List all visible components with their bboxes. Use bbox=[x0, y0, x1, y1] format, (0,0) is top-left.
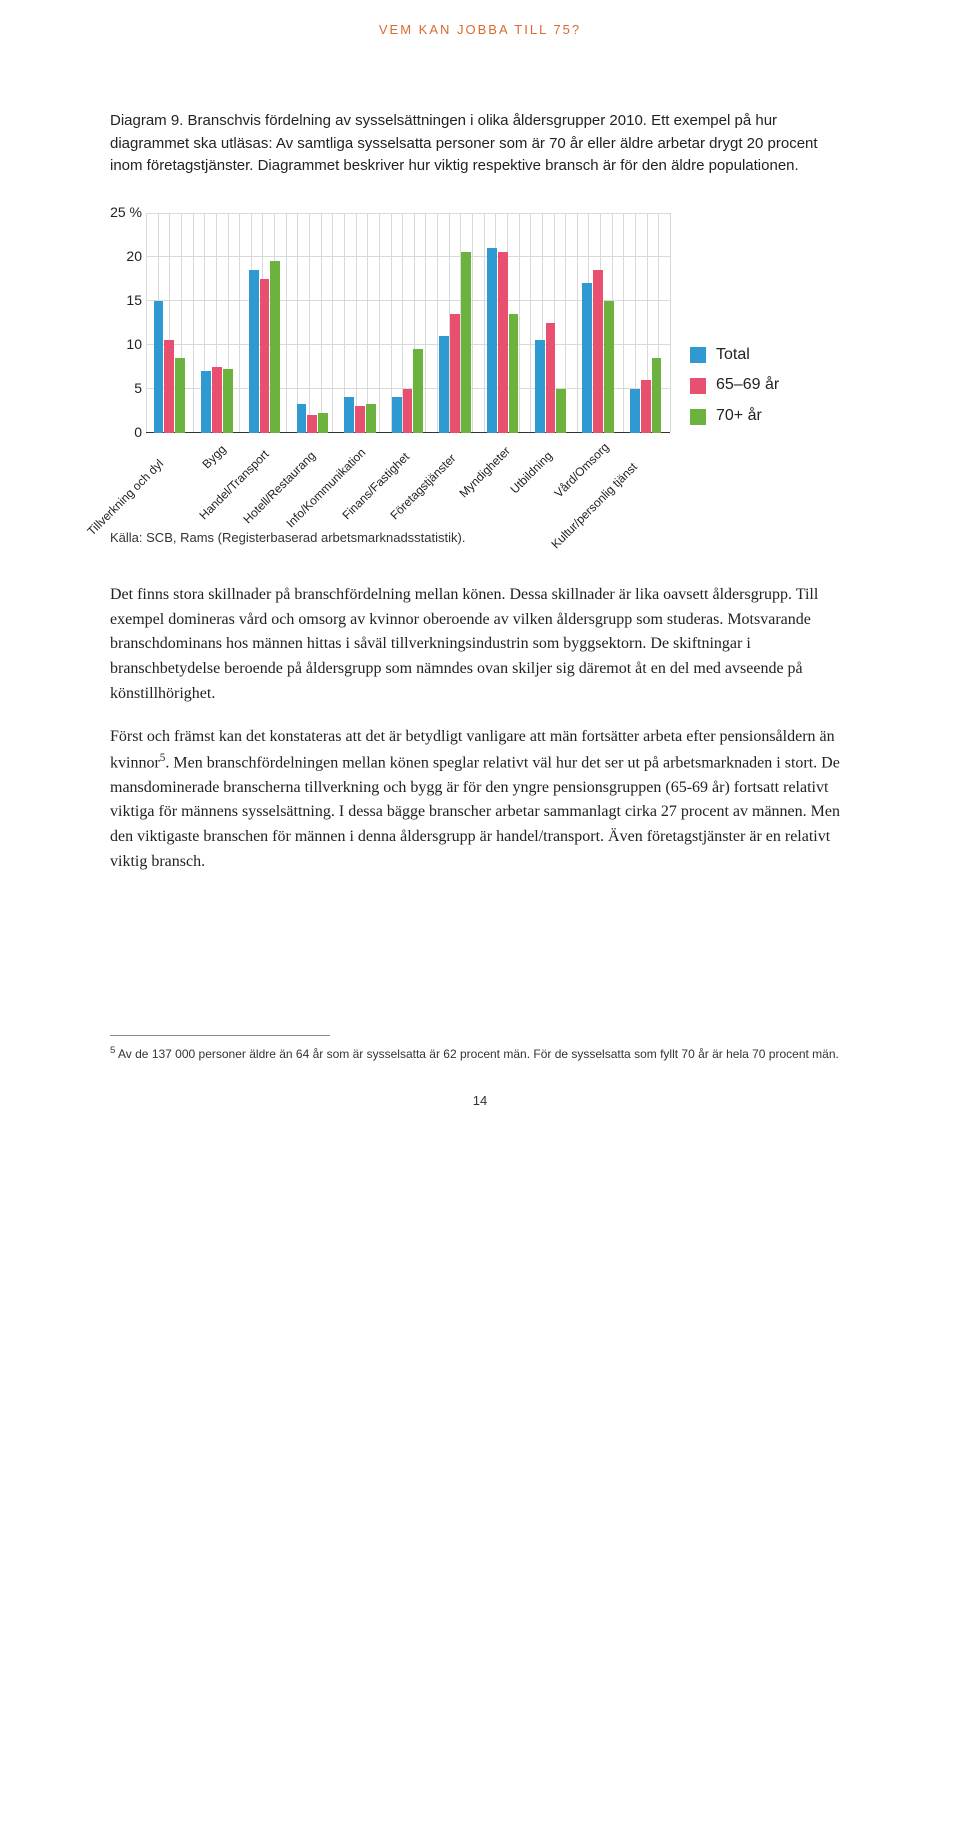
legend-item: Total bbox=[690, 343, 779, 368]
chart-bar bbox=[355, 406, 365, 432]
chart-container: 25 %20151050Tillverkning och dylByggHand… bbox=[110, 213, 850, 503]
chart-bar bbox=[270, 261, 280, 433]
running-header: VEM KAN JOBBA TILL 75? bbox=[110, 20, 850, 40]
footnote: 5 Av de 137 000 personer äldre än 64 år … bbox=[110, 1044, 850, 1063]
chart-bar bbox=[413, 349, 423, 433]
chart-bar bbox=[164, 340, 174, 432]
chart-bar bbox=[249, 270, 259, 433]
chart-xlabel: Bygg bbox=[198, 440, 230, 472]
chart-bar bbox=[212, 367, 222, 433]
chart-bar bbox=[498, 252, 508, 432]
chart-xlabel: Myndigheter bbox=[455, 443, 515, 503]
chart-bars-layer bbox=[146, 213, 670, 433]
chart-legend: Total 65–69 år 70+ år bbox=[690, 343, 779, 435]
chart-source: Källa: SCB, Rams (Registerbaserad arbets… bbox=[110, 528, 850, 548]
paragraph-1: Det finns stora skillnader på branschför… bbox=[110, 583, 850, 707]
figure-caption: Diagram 9. Branschvis fördelning av syss… bbox=[110, 110, 850, 178]
chart-bar bbox=[593, 270, 603, 433]
chart-bar bbox=[201, 371, 211, 433]
chart-ytick: 15 bbox=[110, 290, 142, 312]
page-number: 14 bbox=[110, 1091, 850, 1111]
chart-bar bbox=[630, 389, 640, 433]
chart-ytick: 20 bbox=[110, 246, 142, 268]
figure-caption-title: Diagram 9. Branschvis fördelning av syss… bbox=[110, 112, 647, 129]
chart-bar bbox=[556, 389, 566, 433]
chart-bar bbox=[450, 314, 460, 433]
chart-vgrid bbox=[670, 213, 671, 432]
footnote-num: 5 bbox=[110, 1045, 115, 1056]
chart-bar bbox=[392, 397, 402, 432]
para2-b: . Men branschfördelningen mellan könen s… bbox=[110, 754, 840, 870]
legend-swatch bbox=[690, 409, 706, 425]
chart-bar bbox=[641, 380, 651, 433]
chart-bar bbox=[652, 358, 662, 433]
paragraph-2: Först och främst kan det konstateras att… bbox=[110, 725, 850, 875]
legend-label: 70+ år bbox=[716, 404, 762, 429]
chart-ytick: 10 bbox=[110, 334, 142, 356]
chart-bar bbox=[487, 248, 497, 433]
chart-bar bbox=[535, 340, 545, 432]
chart-bar bbox=[461, 252, 471, 432]
chart-bar bbox=[604, 301, 614, 433]
footnote-rule bbox=[110, 1035, 330, 1036]
chart-bar bbox=[318, 413, 328, 432]
chart-bar bbox=[154, 301, 164, 433]
legend-item: 65–69 år bbox=[690, 373, 779, 398]
chart-bar bbox=[260, 279, 270, 433]
chart-bar bbox=[175, 358, 185, 433]
chart-ytick: 5 bbox=[110, 378, 142, 400]
legend-swatch bbox=[690, 378, 706, 394]
chart-bar bbox=[366, 404, 376, 432]
chart-bar bbox=[546, 323, 556, 433]
bar-chart: 25 %20151050Tillverkning och dylByggHand… bbox=[110, 213, 670, 503]
body-text: Det finns stora skillnader på branschför… bbox=[110, 583, 850, 875]
chart-bar bbox=[582, 283, 592, 433]
chart-ytick: 25 % bbox=[110, 202, 142, 224]
legend-item: 70+ år bbox=[690, 404, 779, 429]
chart-bar bbox=[297, 404, 307, 432]
legend-label: Total bbox=[716, 343, 750, 368]
chart-bar bbox=[509, 314, 519, 433]
chart-ytick: 0 bbox=[110, 422, 142, 444]
chart-bar bbox=[439, 336, 449, 433]
chart-bar bbox=[403, 389, 413, 433]
chart-bar bbox=[344, 397, 354, 432]
footnote-text: Av de 137 000 personer äldre än 64 år so… bbox=[118, 1047, 839, 1061]
chart-bar bbox=[307, 415, 317, 433]
legend-label: 65–69 år bbox=[716, 373, 779, 398]
chart-bar bbox=[223, 369, 233, 432]
legend-swatch bbox=[690, 347, 706, 363]
